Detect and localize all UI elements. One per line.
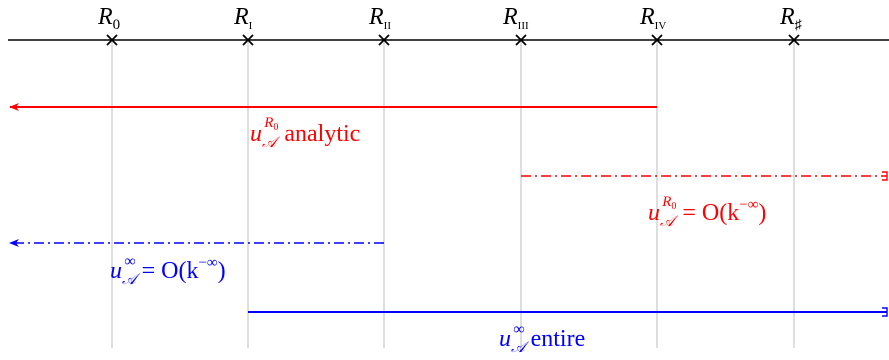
range-label-inf-entire: u𝒜∞ entire: [499, 321, 585, 356]
axis-label-r4: RIV: [639, 4, 666, 32]
cross-mark-r1: [242, 34, 254, 46]
range-r0-decay: u𝒜R0 = O(k−∞): [521, 171, 888, 230]
range-inf-decay: u𝒜∞ = O(k−∞): [9, 239, 384, 288]
cross-mark-r2: [378, 34, 390, 46]
range-inf-entire: u𝒜∞ entire: [248, 307, 888, 356]
range-label-inf-decay: u𝒜∞ = O(k−∞): [110, 253, 226, 288]
axis-marks: [106, 34, 800, 46]
axis-label-r1: RI: [233, 4, 253, 32]
cross-mark-r3: [515, 34, 527, 46]
grid-lines: [111, 42, 795, 348]
axis-label-r5: R♯: [779, 4, 803, 33]
cross-mark-r0: [106, 34, 118, 46]
range-label-r0-decay: u𝒜R0 = O(k−∞): [648, 194, 766, 230]
cross-mark-r5: [788, 34, 800, 46]
axis-label-r0: R0: [97, 4, 120, 33]
cross-mark-r4: [651, 34, 663, 46]
axis-labels: R0 RI RII RIII RIV R♯: [97, 4, 803, 33]
range-label-r0-analytic: u𝒜R0 analytic: [250, 115, 360, 151]
range-r0-analytic: u𝒜R0 analytic: [9, 103, 657, 151]
axis-label-r3: RIII: [502, 4, 529, 32]
axis-label-r2: RII: [368, 4, 391, 32]
